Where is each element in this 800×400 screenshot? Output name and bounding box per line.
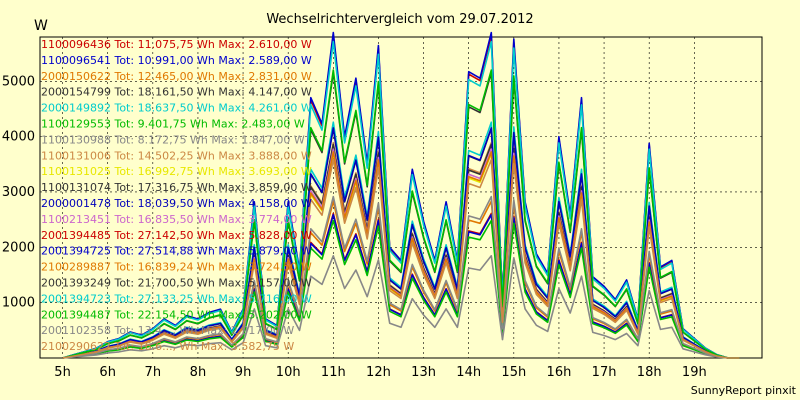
series-line-7 (62, 255, 740, 359)
series-line-19 (62, 195, 740, 359)
legend-entry-16: 2001393249 Tot: 21.700,50 Wh Max: 5.157,… (41, 277, 312, 290)
x-tick-label: 9h (235, 365, 252, 380)
x-tick-label: 13h (411, 365, 436, 380)
legend-entry-2: 1100096541 Tot: 10.991,00 Wh Max: 2.589,… (41, 54, 312, 67)
legend-entry-15: 2100289887 Tot: 16.839,24 Wh Max: 3.724,… (41, 261, 312, 274)
x-tick-label: 14h (456, 365, 481, 380)
y-axis-unit: W (34, 18, 48, 34)
legend-entry-12: 1100213451 Tot: 16.835,50 Wh Max: 3.774,… (41, 213, 312, 226)
legend-entry-8: 1100131006 Tot: 14.502,25 Wh Max: 3.888,… (41, 149, 312, 162)
legend-entry-11: 2000001478 Tot: 18.039,50 Wh Max: 4.158,… (41, 197, 312, 210)
legend-entry-10: 1100131074 Tot: 17.316,75 Wh Max: 3.859,… (41, 181, 312, 194)
credit-label: SunnyReport pinxit (691, 384, 797, 397)
series-line-17 (62, 40, 740, 359)
series-line-20 (62, 158, 740, 359)
y-tick-label: 2000 (2, 240, 35, 255)
x-tick-label: 8h (190, 365, 207, 380)
x-tick-label: 6h (99, 365, 116, 380)
legend-entry-13: 2001394485 Tot: 27.142,50 Wh Max: 5.828,… (41, 229, 312, 242)
x-tick-label: 19h (682, 365, 707, 380)
series-line-6 (62, 219, 740, 359)
x-tick-label: 15h (501, 365, 526, 380)
legend-entry-19: 2001102358 Tot: 13.4..., Wh Max: 2.917,0… (41, 324, 294, 337)
y-tick-label: 5000 (2, 74, 35, 89)
y-tick-label: 4000 (2, 130, 35, 145)
x-tick-label: 10h (276, 365, 301, 380)
chart-title: Wechselrichtervergleich vom 29.07.2012 (266, 12, 533, 27)
x-tick-label: 12h (366, 365, 391, 380)
x-tick-label: 11h (321, 365, 346, 380)
x-tick-label: 17h (592, 365, 617, 380)
legend-entry-20: 2100290622 Tot: 16.6..., Wh Max: 3.582,7… (41, 340, 294, 353)
y-tick-label: 3000 (2, 185, 35, 200)
y-tick-label: 1000 (2, 296, 35, 311)
legend-entry-5: 2000149892 Tot: 18.637,50 Wh Max: 4.261,… (41, 102, 312, 115)
legend-entry-1: 1100096436 Tot: 11.075,75 Wh Max: 2.610,… (41, 38, 312, 51)
x-tick-label: 5h (54, 365, 71, 380)
legend-entry-18: 2001394487 Tot: 22.154,50 Wh Max: 5.202,… (41, 308, 312, 321)
legend-entry-6: 1100129553 Tot: 9.401,75 Wh Max: 2.483,0… (41, 118, 305, 131)
x-tick-label: 7h (145, 365, 162, 380)
legend-entry-14: 2001394725 Tot: 27.514,88 Wh Max: 5.879,… (41, 245, 312, 258)
x-tick-label: 16h (547, 365, 572, 380)
legend-entry-9: 1100131025 Tot: 16.992,75 Wh Max: 3.693,… (41, 165, 312, 178)
legend-entry-4: 2000154799 Tot: 18.161,50 Wh Max: 4.147,… (41, 86, 312, 99)
legend-entry-7: 1100130988 Tot: 8.172,75 Wh Max: 1.847,0… (41, 133, 305, 146)
series-line-18 (62, 69, 740, 359)
x-tick-label: 18h (637, 365, 662, 380)
legend-entry-3: 2000150622 Tot: 12.465,00 Wh Max: 2.831,… (41, 70, 312, 83)
legend-entry-17: 2001394723 Tot: 27.133,25 Wh Max: 5.716,… (41, 292, 312, 305)
series-line-11 (62, 127, 740, 359)
